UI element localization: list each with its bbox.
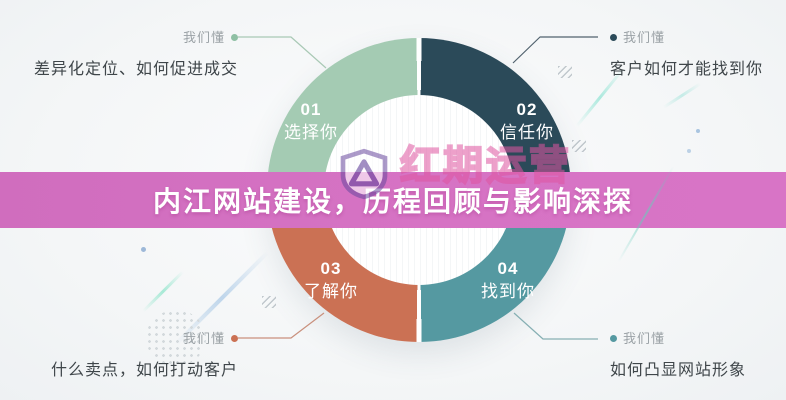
segment-title: 找到你 bbox=[481, 281, 535, 301]
bullet-dot-icon bbox=[231, 34, 238, 42]
segment-number: 04 bbox=[497, 259, 519, 278]
bullet-dot-icon bbox=[610, 34, 617, 42]
segment-title: 了解你 bbox=[304, 281, 358, 301]
segment-label-2: 02 信任你 bbox=[482, 99, 572, 145]
segment-title: 信任你 bbox=[500, 122, 554, 142]
page-title: 内江网站建设，历程回顾与影响深探 bbox=[152, 186, 633, 217]
bullet-dot-icon bbox=[231, 335, 238, 343]
callout-top-right: 我们懂 客户如何才能找到你 bbox=[610, 27, 786, 79]
halftone-dots-decoration bbox=[146, 310, 206, 366]
dot-decoration bbox=[696, 129, 700, 133]
hatch-mark-decoration bbox=[262, 296, 276, 308]
callout-text: 如何凸显网站形象 bbox=[610, 362, 747, 379]
callout-text: 什么卖点，如何打动客户 bbox=[50, 362, 238, 379]
dot-decoration bbox=[141, 247, 146, 252]
callout-bottom-right: 我们懂 如何凸显网站形象 bbox=[610, 328, 786, 380]
callout-top-left: 我们懂 差异化定位、如何促进成交 bbox=[30, 27, 238, 79]
badge-row: 我们懂 bbox=[30, 27, 238, 46]
title-banner: 内江网站建设，历程回顾与影响深探 bbox=[0, 172, 786, 228]
badge-label: 我们懂 bbox=[623, 331, 666, 346]
badge-row: 我们懂 bbox=[610, 27, 786, 46]
hatch-mark-decoration bbox=[558, 66, 572, 78]
segment-label-4: 04 找到你 bbox=[463, 258, 553, 304]
callout-text: 差异化定位、如何促进成交 bbox=[33, 61, 238, 78]
segment-number: 03 bbox=[320, 259, 342, 278]
segment-number: 01 bbox=[300, 100, 322, 119]
bullet-dot-icon bbox=[610, 335, 617, 343]
badge-label: 我们懂 bbox=[182, 30, 225, 45]
segment-label-3: 03 了解你 bbox=[286, 258, 376, 304]
badge-label: 我们懂 bbox=[623, 30, 666, 45]
segment-number: 02 bbox=[516, 100, 538, 119]
badge-row: 我们懂 bbox=[30, 328, 238, 347]
callout-text: 客户如何才能找到你 bbox=[610, 61, 764, 78]
dot-decoration bbox=[687, 149, 691, 153]
segment-title: 选择你 bbox=[284, 122, 338, 142]
hatch-mark-decoration bbox=[572, 140, 586, 152]
segment-label-1: 01 选择你 bbox=[266, 99, 356, 145]
badge-label: 我们懂 bbox=[182, 331, 225, 346]
callout-bottom-left: 我们懂 什么卖点，如何打动客户 bbox=[30, 328, 238, 380]
badge-row: 我们懂 bbox=[610, 328, 786, 347]
